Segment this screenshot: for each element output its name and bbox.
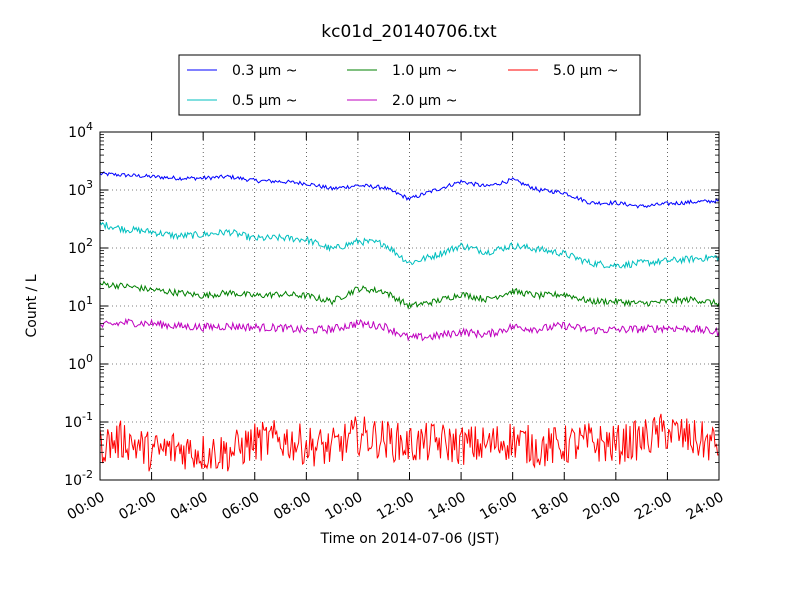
tick-marks (99, 131, 720, 481)
series-line (99, 413, 720, 472)
y-tick-label: 101 (68, 294, 93, 315)
y-tick-base: 10 (68, 125, 86, 141)
y-tick-base: 10 (68, 241, 86, 257)
y-tick-base: 10 (64, 415, 82, 431)
legend-label: 1.0 μm ~ (392, 63, 457, 79)
chart-title: kc01d_20140706.txt (321, 22, 497, 42)
series-line (99, 317, 720, 342)
y-tick-label: 100 (68, 352, 93, 373)
y-tick-base: 10 (68, 299, 86, 315)
y-tick-label: 10-1 (64, 410, 93, 431)
y-tick-label: 102 (68, 236, 93, 257)
y-tick-label: 103 (68, 178, 93, 199)
y-tick-exponent: 4 (86, 120, 93, 133)
y-tick-label: 104 (68, 120, 93, 141)
y-tick-base: 10 (68, 183, 86, 199)
y-tick-exponent: 2 (86, 236, 93, 249)
y-tick-label: 10-2 (64, 468, 93, 489)
legend-label: 0.5 μm ~ (232, 93, 297, 109)
legend: 0.3 μm ~ 0.5 μm ~ 1.0 μm ~ 2.0 μm ~ 5.0 μm ~ (178, 54, 641, 116)
series-line (99, 221, 720, 270)
y-axis-label: Count / L (24, 274, 40, 337)
y-tick-exponent: 0 (86, 352, 93, 365)
plot-area (99, 131, 720, 481)
legend-entries: 0.3 μm ~ 0.5 μm ~ 1.0 μm ~ 2.0 μm ~ 5.0 μm ~ (187, 63, 618, 109)
legend-label: 0.3 μm ~ (232, 63, 297, 79)
x-axis-label: Time on 2014-07-06 (JST) (320, 531, 500, 547)
y-tick-exponent: 3 (86, 178, 93, 191)
legend-label: 2.0 μm ~ (392, 93, 457, 109)
y-tick-exponent: -2 (82, 468, 93, 481)
series-group (99, 171, 720, 472)
y-tick-exponent: -1 (82, 410, 93, 423)
legend-frame (178, 54, 641, 116)
series-line (99, 171, 720, 209)
y-tick-base: 10 (68, 357, 86, 373)
plot-background (100, 132, 719, 480)
series-line (99, 280, 720, 310)
y-tick-base: 10 (64, 473, 82, 489)
y-tick-exponent: 1 (86, 294, 93, 307)
legend-label: 5.0 μm ~ (553, 63, 618, 79)
